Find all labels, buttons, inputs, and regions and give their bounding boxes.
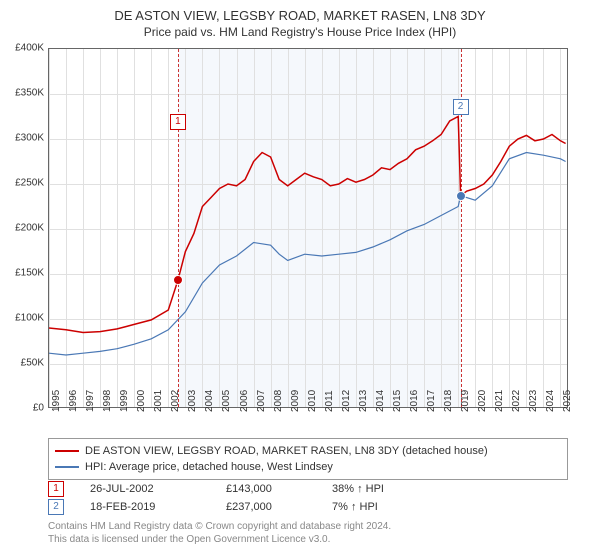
x-axis-label: 1998 — [102, 390, 113, 412]
y-axis-label: £250K — [0, 178, 44, 189]
series-hpi — [49, 153, 566, 356]
x-axis-label: 2022 — [511, 390, 522, 412]
x-axis-label: 2020 — [477, 390, 488, 412]
x-axis-label: 1996 — [68, 390, 79, 412]
x-axis-label: 2014 — [375, 390, 386, 412]
x-axis-label: 2024 — [545, 390, 556, 412]
x-axis-label: 2008 — [273, 390, 284, 412]
legend-swatch — [55, 450, 79, 452]
x-axis-label: 2023 — [528, 390, 539, 412]
x-axis-label: 2010 — [307, 390, 318, 412]
x-axis-label: 2003 — [187, 390, 198, 412]
sale-row: 1 26-JUL-2002 £143,000 38% ↑ HPI — [48, 480, 568, 498]
y-axis-label: £100K — [0, 313, 44, 324]
plot-frame: 12 — [48, 48, 568, 408]
series-price_paid — [49, 117, 566, 333]
marker-dot — [456, 191, 466, 201]
x-axis-label: 2002 — [170, 390, 181, 412]
sale-price: £143,000 — [226, 483, 326, 495]
chart-title: DE ASTON VIEW, LEGSBY ROAD, MARKET RASEN… — [0, 8, 600, 23]
marker-box: 2 — [453, 99, 469, 115]
legend-label: DE ASTON VIEW, LEGSBY ROAD, MARKET RASEN… — [85, 445, 488, 457]
legend-swatch — [55, 466, 79, 468]
y-axis-label: £350K — [0, 88, 44, 99]
y-axis-label: £0 — [0, 403, 44, 414]
y-axis-label: £150K — [0, 268, 44, 279]
x-axis-label: 2011 — [324, 390, 335, 412]
footnote: Contains HM Land Registry data © Crown c… — [48, 520, 568, 546]
sale-date: 18-FEB-2019 — [70, 501, 220, 513]
x-axis-label: 2017 — [426, 390, 437, 412]
x-axis-label: 2004 — [204, 390, 215, 412]
footnote-line: This data is licensed under the Open Gov… — [48, 533, 568, 546]
legend-item: HPI: Average price, detached house, West… — [55, 459, 561, 475]
marker-box: 1 — [170, 114, 186, 130]
y-axis-label: £50K — [0, 358, 44, 369]
x-axis-label: 1995 — [51, 390, 62, 412]
footnote-line: Contains HM Land Registry data © Crown c… — [48, 520, 568, 533]
x-axis-label: 2006 — [239, 390, 250, 412]
marker-line — [178, 49, 179, 407]
marker-dot — [173, 275, 183, 285]
legend-item: DE ASTON VIEW, LEGSBY ROAD, MARKET RASEN… — [55, 443, 561, 459]
sale-index-box: 2 — [48, 499, 64, 515]
x-axis-label: 2018 — [443, 390, 454, 412]
x-axis-label: 2007 — [256, 390, 267, 412]
y-axis-label: £400K — [0, 43, 44, 54]
chart-area: 12 — [48, 48, 568, 408]
x-axis-label: 2012 — [341, 390, 352, 412]
line-plot-svg — [49, 49, 569, 409]
x-axis-label: 2025 — [562, 390, 573, 412]
x-axis-label: 1999 — [119, 390, 130, 412]
x-axis-label: 2001 — [153, 390, 164, 412]
x-axis-label: 2015 — [392, 390, 403, 412]
x-axis-label: 2016 — [409, 390, 420, 412]
sale-delta: 7% ↑ HPI — [332, 501, 432, 513]
sale-delta: 38% ↑ HPI — [332, 483, 432, 495]
x-axis-label: 2009 — [290, 390, 301, 412]
x-axis-label: 2005 — [221, 390, 232, 412]
legend-label: HPI: Average price, detached house, West… — [85, 461, 333, 473]
x-axis-label: 2021 — [494, 390, 505, 412]
chart-subtitle: Price paid vs. HM Land Registry's House … — [0, 25, 600, 39]
sale-price: £237,000 — [226, 501, 326, 513]
x-axis-label: 2013 — [358, 390, 369, 412]
sale-index-box: 1 — [48, 481, 64, 497]
x-axis-label: 2019 — [460, 390, 471, 412]
sale-date: 26-JUL-2002 — [70, 483, 220, 495]
chart-title-block: DE ASTON VIEW, LEGSBY ROAD, MARKET RASEN… — [0, 0, 600, 39]
legend: DE ASTON VIEW, LEGSBY ROAD, MARKET RASEN… — [48, 438, 568, 480]
y-axis-label: £300K — [0, 133, 44, 144]
sales-table: 1 26-JUL-2002 £143,000 38% ↑ HPI 2 18-FE… — [48, 480, 568, 516]
x-axis-label: 2000 — [136, 390, 147, 412]
y-axis-label: £200K — [0, 223, 44, 234]
sale-row: 2 18-FEB-2019 £237,000 7% ↑ HPI — [48, 498, 568, 516]
x-axis-label: 1997 — [85, 390, 96, 412]
